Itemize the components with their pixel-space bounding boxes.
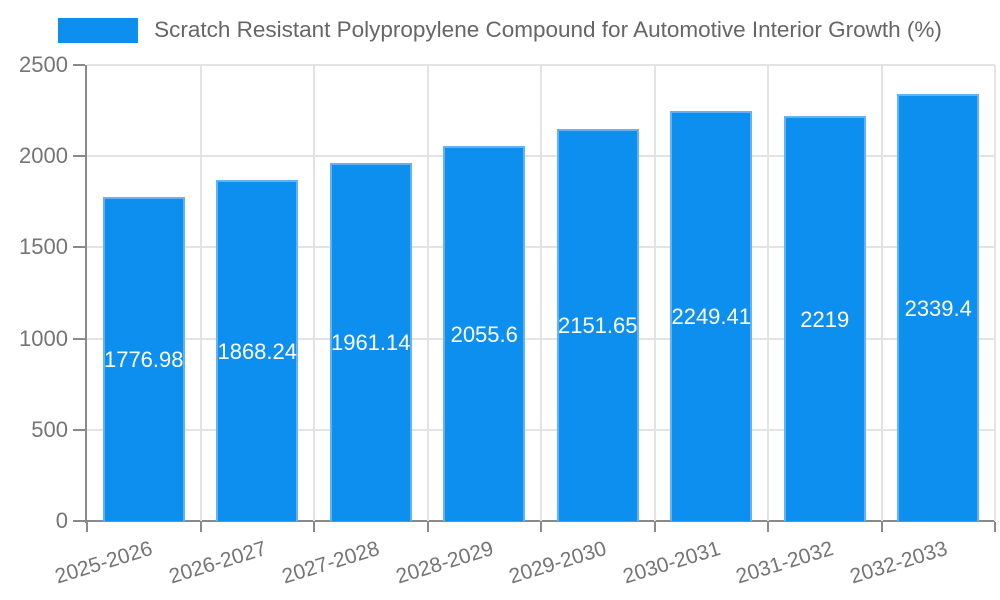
x-tick-label: 2029-2030: [506, 537, 610, 589]
x-tick-label: 2032-2033: [847, 537, 950, 589]
v-gridline: [199, 65, 202, 521]
v-gridline: [313, 65, 315, 521]
legend-label: Scratch Resistant Polypropylene Compound…: [154, 17, 942, 42]
x-tick-label: 2031-2032: [733, 537, 837, 589]
bar-2030-2031: 2249.41: [670, 110, 753, 521]
x-tick-mark: [653, 522, 656, 532]
chart-legend: Scratch Resistant Polypropylene Compound…: [0, 17, 1000, 43]
bar-value-label: 1868.24: [217, 338, 297, 364]
y-tick-mark: [73, 428, 85, 431]
y-tick-label: 1500: [19, 234, 68, 260]
bar-2032-2033: 2339.4: [897, 94, 980, 521]
bar-value-label: 2219: [800, 306, 850, 332]
y-tick-label: 1000: [19, 325, 68, 351]
x-tick-mark: [880, 522, 883, 532]
bar-2029-2030: 2151.65: [556, 128, 639, 521]
x-tick-mark: [86, 522, 88, 532]
x-tick-mark: [540, 522, 542, 532]
x-tick-label: 2030-2031: [620, 537, 723, 589]
bar-2027-2028: 1961.14: [329, 163, 412, 521]
bar-2031-2032: 2219: [783, 116, 866, 521]
x-axis-line: [85, 520, 995, 522]
bar-2025-2026: 1776.98: [102, 196, 185, 521]
bar-value-label: 2151.65: [557, 312, 638, 338]
x-tick-mark: [994, 522, 996, 532]
y-tick-label: 2000: [19, 143, 68, 169]
bar-value-label: 1961.14: [330, 330, 411, 356]
v-gridline: [653, 65, 656, 521]
y-tick-mark: [73, 520, 85, 522]
v-gridline: [767, 65, 769, 521]
x-tick-label: 2025-2026: [52, 537, 156, 589]
v-gridline: [994, 65, 996, 521]
bar-2028-2029: 2055.6: [443, 146, 526, 521]
y-tick-label: 2500: [19, 52, 68, 77]
y-tick-mark: [73, 64, 85, 66]
y-tick-label: 0: [55, 508, 68, 533]
y-axis-labels: 0 500 1000 1500 2000 2500: [0, 53, 68, 533]
legend-item[interactable]: Scratch Resistant Polypropylene Compound…: [58, 17, 942, 43]
x-tick-label: 2027-2028: [279, 537, 383, 589]
y-tick-label: 500: [31, 416, 68, 442]
x-tick-mark: [199, 522, 202, 532]
x-tick-mark: [313, 522, 315, 532]
x-tick-mark: [767, 522, 769, 532]
v-gridline: [426, 65, 429, 521]
x-axis-labels: 2025-2026 2026-2027 2027-2028 2028-2029 2029…: [53, 521, 995, 600]
v-gridline: [540, 65, 542, 521]
x-tick-label: 2026-2027: [166, 537, 269, 589]
v-gridline: [880, 65, 883, 521]
y-tick-mark: [73, 155, 85, 158]
legend-color-swatch: [58, 17, 139, 43]
y-tick-mark: [73, 337, 85, 340]
y-tick-mark: [73, 246, 85, 249]
bar-value-label: 2339.4: [904, 295, 972, 321]
bar-value-label: 2249.41: [671, 303, 751, 329]
plot-area: 1776.98 1868.24 1961.14 2055.6 2151.65 2249.4…: [87, 64, 996, 521]
bar-value-label: 1776.98: [103, 346, 184, 372]
bar-2026-2027: 1868.24: [216, 180, 299, 521]
y-axis-line: [85, 65, 87, 523]
x-tick-label: 2028-2029: [393, 537, 496, 589]
x-tick-mark: [426, 522, 429, 532]
bar-value-label: 2055.6: [450, 321, 518, 347]
